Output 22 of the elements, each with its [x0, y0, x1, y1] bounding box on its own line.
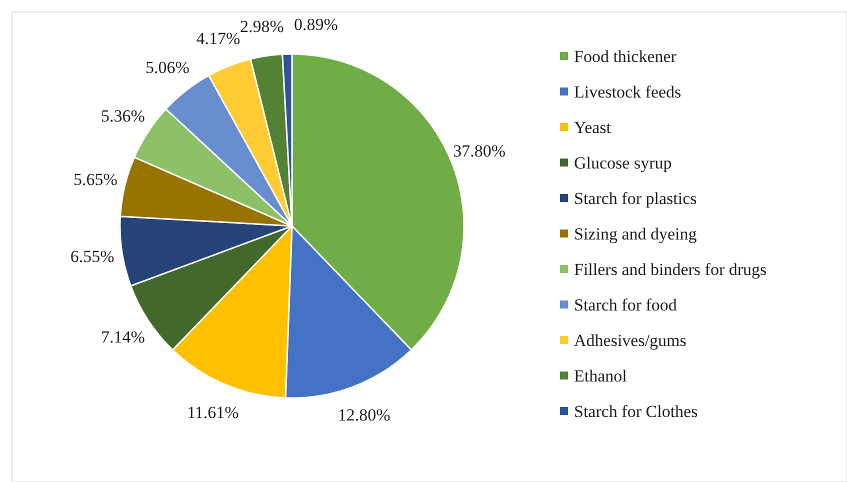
data-label: 0.89% — [294, 15, 338, 34]
legend-label: Livestock feeds — [574, 82, 682, 102]
legend-label: Yeast — [574, 118, 612, 137]
legend-label: Fillers and binders for drugs — [574, 260, 767, 279]
data-label: 4.17% — [196, 28, 240, 48]
legend-label: Starch for plastics — [574, 188, 697, 208]
legend-label: Ethanol — [574, 366, 628, 386]
data-label: 2.98% — [240, 17, 284, 36]
legend-label: Sizing and dyeing — [574, 224, 698, 244]
data-label: 5.06% — [146, 58, 190, 77]
data-label: 37.80% — [453, 141, 506, 160]
data-label: 5.36% — [101, 106, 145, 126]
data-label: 12.80% — [338, 406, 390, 425]
legend-label: Glucose syrup — [574, 153, 672, 172]
legend-label: Adhesives/gums — [574, 330, 686, 350]
data-label: 5.65% — [74, 170, 118, 190]
legend-label: Starch for food — [574, 295, 678, 314]
legend-label: Starch for Clothes — [574, 402, 698, 421]
data-label: 11.61% — [187, 402, 239, 422]
legend-label: Food thickener — [574, 46, 677, 66]
data-label: 7.14% — [101, 328, 145, 347]
data-label: 6.55% — [70, 247, 114, 266]
